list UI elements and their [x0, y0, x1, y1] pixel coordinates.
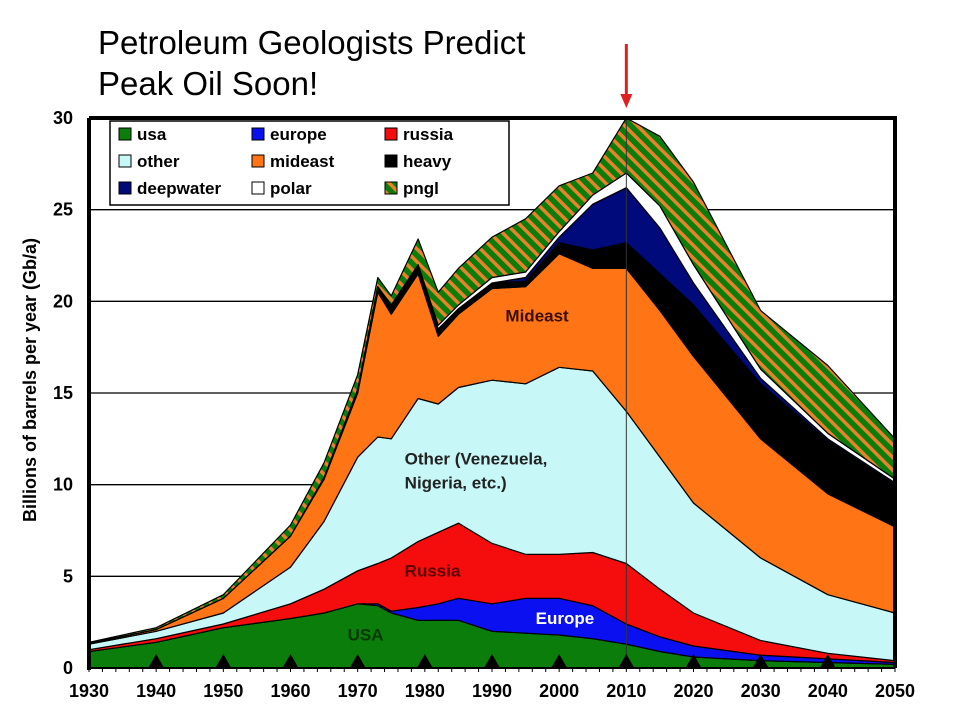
legend-swatch-usa — [118, 127, 132, 141]
x-tick-label: 1960 — [270, 681, 310, 701]
y-tick-label: 30 — [53, 108, 73, 128]
legend-swatch-mideast — [251, 154, 265, 168]
decade-marker-icon — [819, 654, 836, 668]
legend-label-mideast: mideast — [270, 152, 335, 171]
x-tick-label: 2010 — [606, 681, 646, 701]
x-tick-label: 1940 — [136, 681, 176, 701]
decade-marker-icon — [416, 654, 433, 668]
decade-marker-icon — [618, 654, 635, 668]
decade-marker-icon — [215, 654, 232, 668]
x-tick-label: 2000 — [539, 681, 579, 701]
legend-label-polar: polar — [270, 179, 312, 198]
legend-swatch-russia — [384, 127, 398, 141]
area-annotation: Russia — [405, 561, 461, 580]
y-tick-label: 25 — [53, 200, 73, 220]
y-tick-label: 15 — [53, 383, 73, 403]
legend-swatch-polar — [251, 181, 265, 195]
legend-label-usa: usa — [137, 125, 167, 144]
peak-arrow-icon — [620, 94, 633, 108]
y-tick-label: 0 — [63, 658, 73, 678]
x-tick-label: 2020 — [673, 681, 713, 701]
legend-swatch-heavy — [384, 154, 398, 168]
area-annotation: Europe — [536, 609, 595, 628]
title-line-1: Petroleum Geologists Predict — [98, 24, 526, 61]
chart-title: Petroleum Geologists Predict Peak Oil So… — [98, 22, 525, 104]
x-tick-label: 2050 — [875, 681, 915, 701]
legend-label-russia: russia — [403, 125, 454, 144]
area-annotation: USA — [348, 626, 384, 645]
area-annotation: Mideast — [505, 307, 569, 326]
x-tick-label: 2040 — [808, 681, 848, 701]
decade-marker-icon — [752, 654, 769, 668]
decade-marker-icon — [349, 654, 366, 668]
x-tick-label: 1980 — [405, 681, 445, 701]
y-tick-label: 10 — [53, 475, 73, 495]
legend-swatch-other — [118, 154, 132, 168]
x-tick-label: 1990 — [472, 681, 512, 701]
legend-label-pngl: pngl — [403, 179, 439, 198]
decade-marker-icon — [551, 654, 568, 668]
decade-marker-icon — [148, 654, 165, 668]
y-tick-label: 20 — [53, 291, 73, 311]
x-tick-label: 1930 — [69, 681, 109, 701]
area-annotation: Other (Venezuela, — [405, 450, 548, 469]
legend-label-europe: europe — [270, 125, 327, 144]
legend-swatch-pngl — [384, 181, 398, 195]
legend-label-heavy: heavy — [403, 152, 452, 171]
x-tick-label: 1970 — [338, 681, 378, 701]
y-axis-label: Billions of barrels per year (Gb/a) — [20, 238, 40, 522]
x-tick-label: 2030 — [741, 681, 781, 701]
legend-label-other: other — [137, 152, 180, 171]
y-tick-label: 5 — [63, 566, 73, 586]
area-annotation: Nigeria, etc.) — [405, 473, 507, 492]
legend-swatch-deepwater — [118, 181, 132, 195]
legend-swatch-europe — [251, 127, 265, 141]
x-tick-label: 1950 — [203, 681, 243, 701]
decade-marker-icon — [282, 654, 299, 668]
legend-box — [109, 120, 510, 206]
legend-label-deepwater: deepwater — [137, 179, 221, 198]
decade-marker-icon — [484, 654, 500, 668]
decade-marker-icon — [685, 654, 702, 668]
title-line-2: Peak Oil Soon! — [98, 65, 319, 102]
